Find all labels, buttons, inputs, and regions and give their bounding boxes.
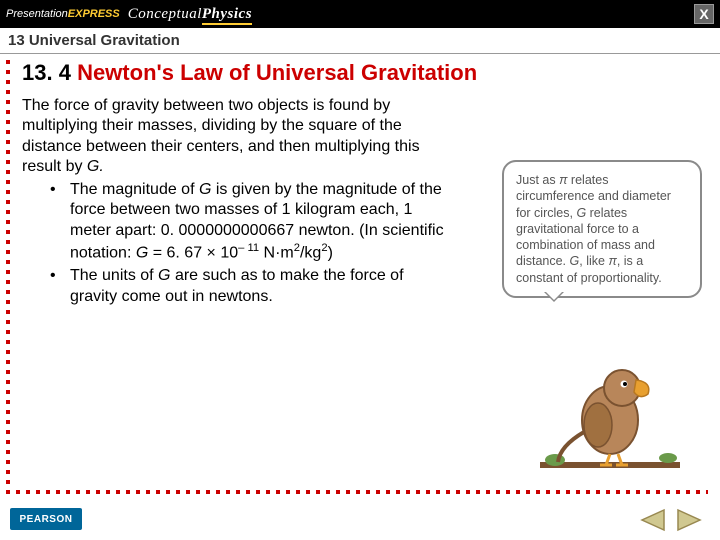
section-name: Newton's Law of Universal Gravitation	[77, 60, 477, 85]
body-text: The force of gravity between two objects…	[22, 96, 452, 307]
bullet-item: The magnitude of G is given by the magni…	[36, 180, 452, 264]
topbar-left: Presentation EXPRESS ConceptualPhysics	[6, 6, 252, 23]
section-title: 13. 4 Newton's Law of Universal Gravitat…	[22, 60, 710, 86]
bullet-item: The units of G are such as to make the f…	[36, 266, 452, 307]
chapter-bar: 13 Universal Gravitation	[0, 28, 720, 54]
book-suffix: Physics	[202, 6, 252, 25]
pearson-logo: PEARSON	[10, 508, 82, 530]
presentation-express-logo: Presentation EXPRESS	[6, 8, 120, 20]
intro-text: The force of gravity between two objects…	[22, 97, 420, 175]
dotted-border-bottom	[6, 490, 708, 494]
close-icon: X	[699, 6, 708, 22]
dotted-border-left	[6, 60, 10, 490]
publisher-label: PEARSON	[20, 514, 73, 525]
sidebar-callout: Just as π relates circumference and diam…	[502, 160, 702, 298]
next-button[interactable]	[674, 508, 706, 532]
section-number: 13. 4	[22, 60, 71, 85]
prev-button[interactable]	[636, 508, 668, 532]
logo-suffix: EXPRESS	[68, 8, 120, 20]
bullet-list: The magnitude of G is given by the magni…	[22, 180, 452, 307]
close-button[interactable]: X	[694, 4, 714, 24]
book-prefix: Conceptual	[128, 6, 202, 22]
parrot-illustration	[540, 350, 680, 480]
speech-bubble: Just as π relates circumference and diam…	[502, 160, 702, 298]
top-bar: Presentation EXPRESS ConceptualPhysics X	[0, 0, 720, 28]
book-title: ConceptualPhysics	[128, 6, 252, 23]
chapter-label: 13 Universal Gravitation	[8, 32, 180, 49]
nav-arrows	[636, 508, 706, 532]
logo-prefix: Presentation	[6, 8, 68, 20]
intro-paragraph: The force of gravity between two objects…	[22, 96, 452, 178]
